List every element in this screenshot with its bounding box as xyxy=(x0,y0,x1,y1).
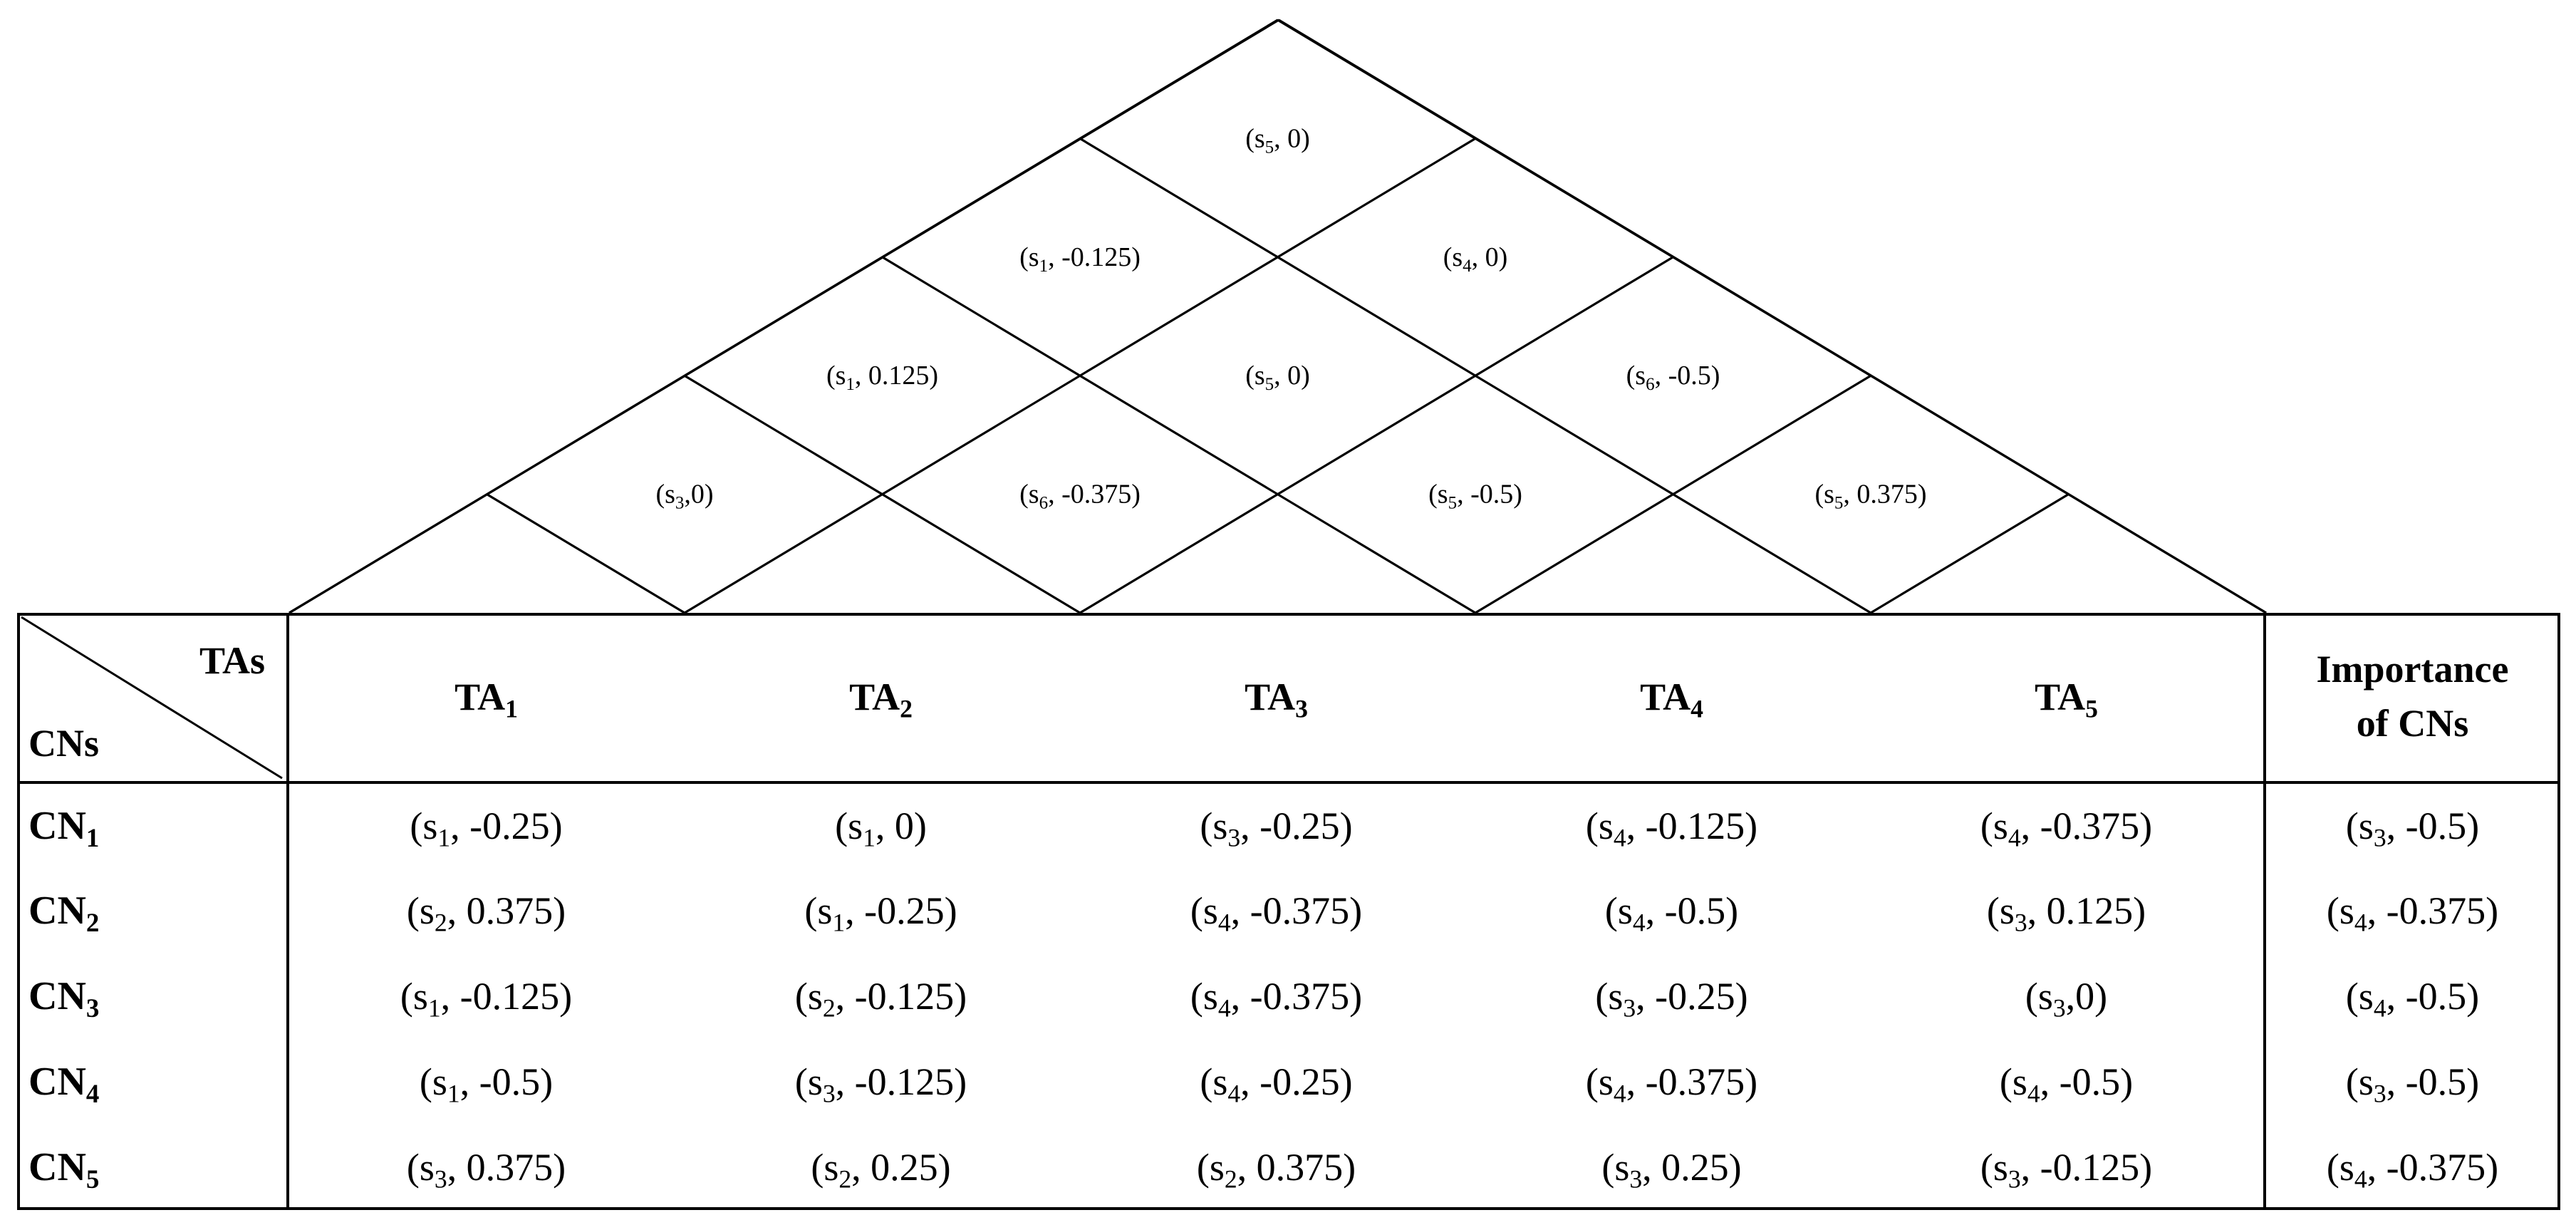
relation-cell: (s4, -0.5) xyxy=(1999,1060,2134,1108)
relation-cell: (s4, -0.125) xyxy=(1585,805,1758,852)
roof-cell-label: (s1, -0.125) xyxy=(1019,242,1141,276)
roof-cell-label: (s4, 0) xyxy=(1443,242,1508,276)
cns-label: CNs xyxy=(28,722,100,765)
relation-cell: (s4, -0.5) xyxy=(1604,889,1739,937)
relation-cell: (s1, -0.5) xyxy=(419,1060,554,1108)
roof-labels: (s5, 0) (s1, -0.125) (s4, 0) (s1, 0.125) (s5… xyxy=(655,123,1926,512)
roof-cell-label: (s6, -0.5) xyxy=(1626,361,1720,394)
relation-cell: (s2, 0.375) xyxy=(406,889,566,937)
importance-cell: (s4, -0.375) xyxy=(2263,1125,2559,1210)
house-of-quality-matrix: TAs CNs TA1 TA2 TA3 TA4 TA5 Importance o… xyxy=(17,613,2559,1210)
row-label-cn1: CN1 xyxy=(17,782,289,868)
roof-cell-label: (s5, 0.375) xyxy=(1814,480,1926,513)
importance-header-line1: Importance xyxy=(2316,648,2509,691)
roof-line xyxy=(881,256,1476,614)
relation-cell: (s2, -0.125) xyxy=(794,975,967,1023)
roof-cell-label: (s5, 0) xyxy=(1245,361,1310,394)
roof-grid xyxy=(289,19,2267,614)
relation-cell: (s4, -0.25) xyxy=(1200,1060,1353,1108)
corner-cell: TAs CNs xyxy=(17,613,289,784)
column-header-ta3: TA3 xyxy=(1079,613,1474,784)
header-row: TAs CNs TA1 TA2 TA3 TA4 TA5 Importance o… xyxy=(17,613,2559,784)
matrix-row: CN4 (s1, -0.5) (s3, -0.125) (s4, -0.25) (s4,… xyxy=(17,1039,2559,1125)
relation-cell: (s3, -0.25) xyxy=(1200,805,1353,852)
matrix-row: CN5 (s3, 0.375) (s2, 0.25) (s2, 0.375) (s3, … xyxy=(17,1125,2559,1210)
relation-cell: (s4, -0.375) xyxy=(1585,1060,1758,1108)
roof-line xyxy=(684,374,1081,614)
relation-cell: (s4, -0.375) xyxy=(1190,975,1363,1023)
relation-cell: (s2, 0.375) xyxy=(1196,1146,1356,1194)
relation-cell: (s2, 0.25) xyxy=(811,1146,951,1194)
relation-cell: (s3, 0.25) xyxy=(1601,1146,1742,1194)
roof-line xyxy=(1079,256,1674,614)
relation-cell: (s3, 0.375) xyxy=(406,1146,566,1194)
importance-cell: (s3, -0.5) xyxy=(2263,1039,2559,1125)
relation-cell: (s3, -0.125) xyxy=(1980,1146,2153,1194)
roof-cell-label: (s3,0) xyxy=(655,480,713,513)
column-header-ta4: TA4 xyxy=(1474,613,1869,784)
relation-cell: (s3, -0.125) xyxy=(794,1060,967,1108)
row-label-cn3: CN3 xyxy=(17,953,289,1039)
roof-line xyxy=(1079,138,1871,614)
relation-cell: (s1, -0.25) xyxy=(410,805,563,852)
roof-line xyxy=(1278,19,2267,614)
row-label-cn5: CN5 xyxy=(17,1125,289,1210)
row-label-cn4: CN4 xyxy=(17,1039,289,1125)
roof-line xyxy=(1870,493,2069,614)
relation-cell: (s4, -0.375) xyxy=(1190,889,1363,937)
roof-line xyxy=(486,493,685,614)
roof-line xyxy=(289,19,1279,614)
relation-cell: (s3, -0.25) xyxy=(1595,975,1748,1023)
relation-cell: (s3, 0.125) xyxy=(1986,889,2146,937)
column-header-ta1: TA1 xyxy=(288,613,683,784)
correlation-roof: (s5, 0) (s1, -0.125) (s4, 0) (s1, 0.125) (s5… xyxy=(289,19,2267,614)
relation-cell: (s1, -0.125) xyxy=(400,975,573,1023)
importance-cell: (s4, -0.5) xyxy=(2263,953,2559,1039)
matrix-row: CN1 (s1, -0.25) (s1, 0) (s3, -0.25) (s4, -0.… xyxy=(17,782,2559,868)
roof-cell-label: (s1, 0.125) xyxy=(826,361,938,394)
row-label-cn2: CN2 xyxy=(17,868,289,953)
relation-cell: (s3,0) xyxy=(2025,975,2108,1023)
roof-cell-label: (s5, -0.5) xyxy=(1428,480,1522,513)
tas-label: TAs xyxy=(199,639,265,682)
column-header-ta2: TA2 xyxy=(683,613,1079,784)
roof-cell-label: (s6, -0.375) xyxy=(1019,480,1141,513)
corner-diagonal xyxy=(21,616,283,780)
relation-cell: (s1, -0.25) xyxy=(804,889,957,937)
column-header-ta5: TA5 xyxy=(1869,613,2265,784)
relation-cell: (s4, -0.375) xyxy=(1980,805,2153,852)
importance-cell: (s3, -0.5) xyxy=(2263,782,2559,868)
matrix-row: CN2 (s2, 0.375) (s1, -0.25) (s4, -0.375) (s4… xyxy=(17,868,2559,953)
importance-cell: (s4, -0.375) xyxy=(2263,868,2559,953)
matrix-row: CN3 (s1, -0.125) (s2, -0.125) (s4, -0.375) (… xyxy=(17,953,2559,1039)
relation-cell: (s1, 0) xyxy=(835,805,927,852)
importance-header-line2: of CNs xyxy=(2356,702,2469,745)
roof-cell-label: (s5, 0) xyxy=(1245,123,1310,157)
importance-header: Importance of CNs xyxy=(2263,613,2559,784)
matrix-body: CN1 (s1, -0.25) (s1, 0) (s3, -0.25) (s4, -0.… xyxy=(17,782,2559,1210)
